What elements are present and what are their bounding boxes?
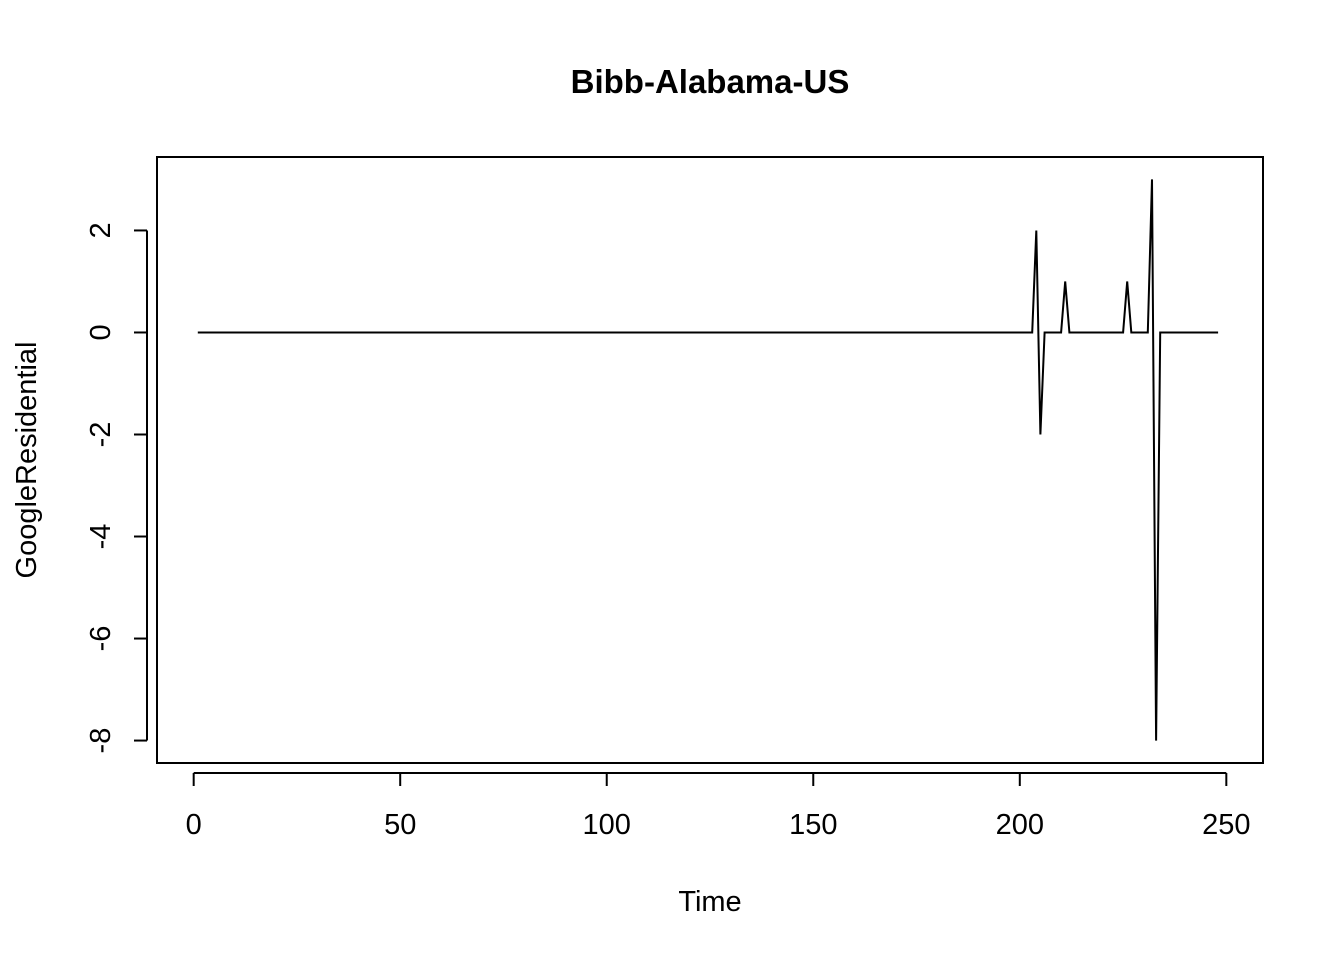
y-axis-label: GoogleResidential xyxy=(11,342,43,579)
y-tick-label: 0 xyxy=(85,324,117,340)
y-tick-label: 2 xyxy=(85,222,117,238)
series-layer xyxy=(197,179,1219,741)
x-axis-label: Time xyxy=(678,886,741,918)
y-tick-label: -8 xyxy=(85,728,117,754)
x-tick-label: 150 xyxy=(789,809,837,841)
y-axis: -8 -6 -4 -2 0 2 xyxy=(85,222,148,754)
x-tick-label: 0 xyxy=(186,809,202,841)
x-tick-label: 100 xyxy=(583,809,631,841)
x-tick-label: 250 xyxy=(1202,809,1250,841)
chart-title: Bibb-Alabama-US xyxy=(571,63,850,100)
y-tick-label: -6 xyxy=(85,626,117,652)
y-tick-label: -2 xyxy=(85,422,117,448)
x-tick-label: 200 xyxy=(996,809,1044,841)
series-line xyxy=(197,179,1219,741)
x-axis: 0 50 100 150 200 250 xyxy=(186,772,1251,841)
y-tick-label: -4 xyxy=(85,524,117,550)
plot-frame xyxy=(156,156,1264,764)
x-tick-label: 50 xyxy=(384,809,416,841)
